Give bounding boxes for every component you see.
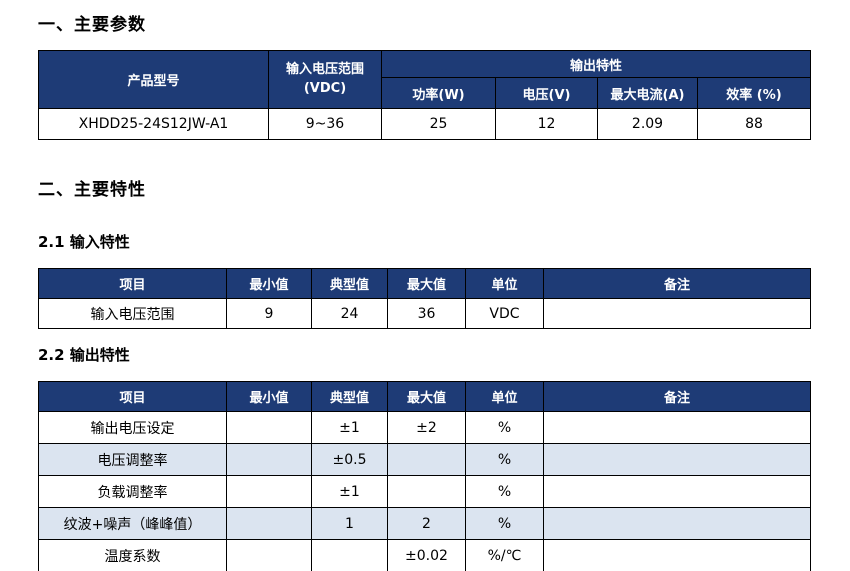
item-cell: 负载调整率 (38, 475, 227, 508)
note-cell (543, 411, 811, 444)
table-row: 负载调整率 ±1 % (38, 475, 811, 508)
col-header-product-model: 产品型号 (38, 50, 269, 109)
unit-cell: %/℃ (465, 539, 544, 571)
col-header-note: 备注 (543, 268, 811, 299)
input-voltage-range-label-line2: (VDC) (303, 80, 347, 96)
min-cell: 9 (226, 298, 312, 329)
unit-cell: VDC (465, 298, 544, 329)
typ-cell (311, 539, 388, 571)
spacer (38, 35, 810, 50)
item-cell: 温度系数 (38, 539, 227, 571)
input-range-cell: 9~36 (268, 108, 382, 140)
max-cell: ±0.02 (387, 539, 466, 571)
max-cell: 36 (387, 298, 466, 329)
item-cell: 输入电压范围 (38, 298, 227, 329)
col-header-unit: 单位 (465, 268, 544, 299)
col-header-output-characteristics: 输出特性 (380, 50, 812, 78)
section-2-heading: 二、主要特性 (38, 180, 146, 200)
note-cell (543, 298, 811, 329)
typ-cell: 24 (311, 298, 388, 329)
col-header-item: 项目 (38, 381, 227, 412)
spacer (38, 329, 810, 344)
main-params-header-row-1: 产品型号 输入电压范围 (VDC) 输出特性 (38, 50, 812, 109)
min-cell (226, 539, 312, 571)
col-header-min: 最小值 (226, 268, 312, 299)
note-cell (543, 539, 811, 571)
max-cell (387, 475, 466, 508)
output-characteristics-table: 项目 最小值 典型值 最大值 单位 备注 输出电压设定 ±1 ±2 % 电压调整… (38, 381, 811, 571)
min-cell (226, 507, 312, 540)
col-header-voltage: 电压(V) (495, 77, 598, 109)
spacer (38, 252, 810, 268)
spacer (38, 365, 810, 381)
max-cell: 2 (387, 507, 466, 540)
output-char-header-row: 项目 最小值 典型值 最大值 单位 备注 (38, 381, 811, 412)
col-header-max-current: 最大电流(A) (597, 77, 698, 109)
min-cell (226, 443, 312, 476)
main-params-table: 产品型号 输入电压范围 (VDC) 输出特性 功率(W) 电压(V) 最大电流(… (38, 50, 812, 140)
efficiency-cell: 88 (696, 108, 812, 140)
main-params-header-row-2: 功率(W) 电压(V) 最大电流(A) 效率 (%) (39, 77, 812, 109)
voltage-cell: 12 (495, 108, 598, 140)
table-row: 纹波+噪声（峰峰值） 1 2 % (38, 507, 811, 540)
min-cell (226, 411, 312, 444)
section-2-2-heading: 2.2 输出特性 (38, 346, 130, 364)
note-cell (543, 475, 811, 508)
col-header-max: 最大值 (387, 268, 466, 299)
unit-cell: % (465, 411, 544, 444)
table-row: 输入电压范围 9 24 36 VDC (38, 298, 811, 329)
power-cell: 25 (381, 108, 496, 140)
spacer (38, 200, 810, 231)
section-2-1-heading: 2.1 输入特性 (38, 233, 130, 251)
table-row: 输出电压设定 ±1 ±2 % (38, 411, 811, 444)
section-1-heading: 一、主要参数 (38, 15, 146, 35)
max-cell (387, 443, 466, 476)
typ-cell: ±1 (311, 411, 388, 444)
typ-cell: 1 (311, 507, 388, 540)
item-cell: 输出电压设定 (38, 411, 227, 444)
input-characteristics-table: 项目 最小值 典型值 最大值 单位 备注 输入电压范围 9 24 36 VDC (38, 268, 811, 329)
unit-cell: % (465, 443, 544, 476)
col-header-unit: 单位 (465, 381, 544, 412)
input-voltage-range-label-line1: 输入电压范围 (285, 61, 364, 77)
spacer (38, 140, 810, 173)
note-cell (543, 443, 811, 476)
unit-cell: % (465, 507, 544, 540)
input-char-header-row: 项目 最小值 典型值 最大值 单位 备注 (38, 268, 811, 299)
col-header-typ: 典型值 (311, 268, 388, 299)
col-header-item: 项目 (38, 268, 227, 299)
item-cell: 电压调整率 (38, 443, 227, 476)
table-row: 电压调整率 ±0.5 % (38, 443, 811, 476)
main-params-data-row: XHDD25-24S12JW-A1 9~36 25 12 2.09 88 (38, 108, 812, 140)
table-row: 温度系数 ±0.02 %/℃ (38, 539, 811, 571)
col-header-power: 功率(W) (381, 77, 496, 109)
max-current-cell: 2.09 (597, 108, 698, 140)
col-header-typ: 典型值 (311, 381, 388, 412)
col-header-max: 最大值 (387, 381, 466, 412)
unit-cell: % (465, 475, 544, 508)
item-cell: 纹波+噪声（峰峰值） (38, 507, 227, 540)
min-cell (226, 475, 312, 508)
col-header-input-voltage-range: 输入电压范围 (VDC) (268, 50, 382, 109)
typ-cell: ±0.5 (311, 443, 388, 476)
note-cell (543, 507, 811, 540)
typ-cell: ±1 (311, 475, 388, 508)
col-header-min: 最小值 (226, 381, 312, 412)
max-cell: ±2 (387, 411, 466, 444)
col-header-note: 备注 (543, 381, 811, 412)
col-header-efficiency: 效率 (%) (696, 77, 812, 109)
product-model-cell: XHDD25-24S12JW-A1 (38, 108, 269, 140)
